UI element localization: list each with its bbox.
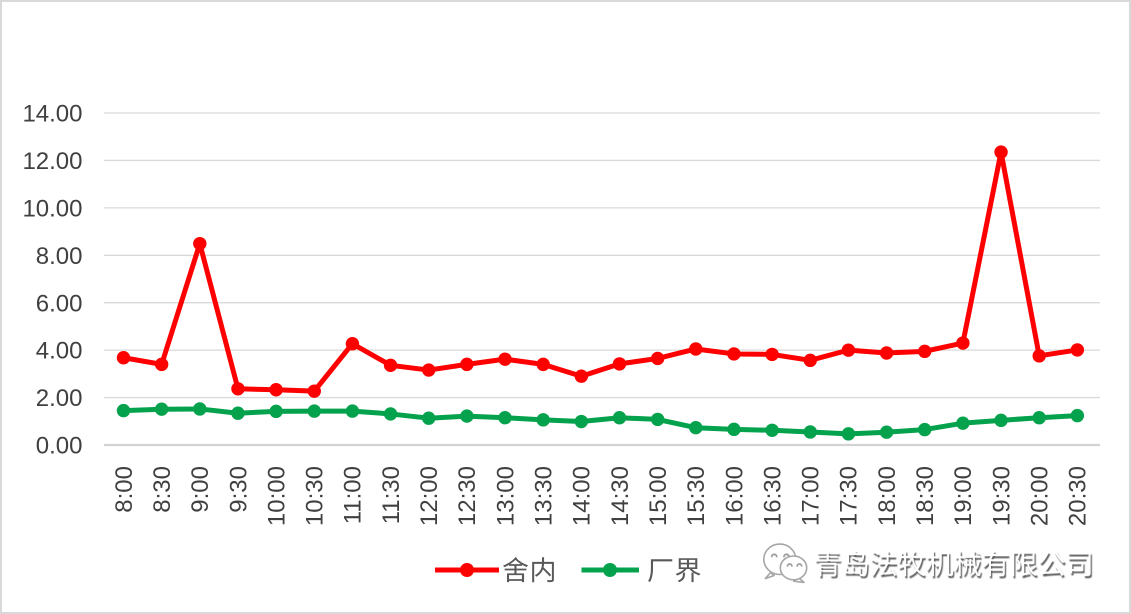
svg-text:9:00: 9:00	[187, 466, 214, 513]
svg-text:12:00: 12:00	[416, 466, 443, 526]
svg-text:14:30: 14:30	[607, 466, 634, 526]
svg-text:12.00: 12.00	[22, 148, 82, 175]
svg-text:15:00: 15:00	[645, 466, 672, 526]
svg-text:15:30: 15:30	[683, 466, 710, 526]
svg-text:6.00: 6.00	[36, 290, 83, 317]
svg-text:16:00: 16:00	[721, 466, 748, 526]
svg-text:20:30: 20:30	[1065, 466, 1092, 526]
svg-text:0.00: 0.00	[36, 433, 83, 460]
svg-text:18:30: 18:30	[912, 466, 939, 526]
svg-text:8.00: 8.00	[36, 243, 83, 270]
svg-text:9:30: 9:30	[225, 466, 252, 513]
svg-text:17:30: 17:30	[836, 466, 863, 526]
svg-text:8:30: 8:30	[149, 466, 176, 513]
svg-text:13:00: 13:00	[492, 466, 519, 526]
svg-text:11:30: 11:30	[378, 466, 405, 524]
svg-text:16:30: 16:30	[759, 466, 786, 526]
svg-text:18:00: 18:00	[874, 466, 901, 526]
svg-text:11:00: 11:00	[340, 466, 367, 524]
svg-text:14:00: 14:00	[569, 466, 596, 526]
svg-text:4.00: 4.00	[36, 338, 83, 365]
svg-text:19:00: 19:00	[950, 466, 977, 526]
svg-text:14.00: 14.00	[22, 101, 82, 128]
svg-text:10.00: 10.00	[22, 195, 82, 222]
svg-text:13:30: 13:30	[530, 466, 557, 526]
svg-text:12:30: 12:30	[454, 466, 481, 526]
svg-text:17:00: 17:00	[798, 466, 825, 526]
svg-text:10:30: 10:30	[302, 466, 329, 526]
svg-text:2.00: 2.00	[36, 385, 83, 412]
svg-text:10:00: 10:00	[263, 466, 290, 526]
svg-text:8:00: 8:00	[111, 466, 138, 513]
svg-text:20:00: 20:00	[1027, 466, 1054, 526]
svg-text:19:30: 19:30	[988, 466, 1015, 526]
